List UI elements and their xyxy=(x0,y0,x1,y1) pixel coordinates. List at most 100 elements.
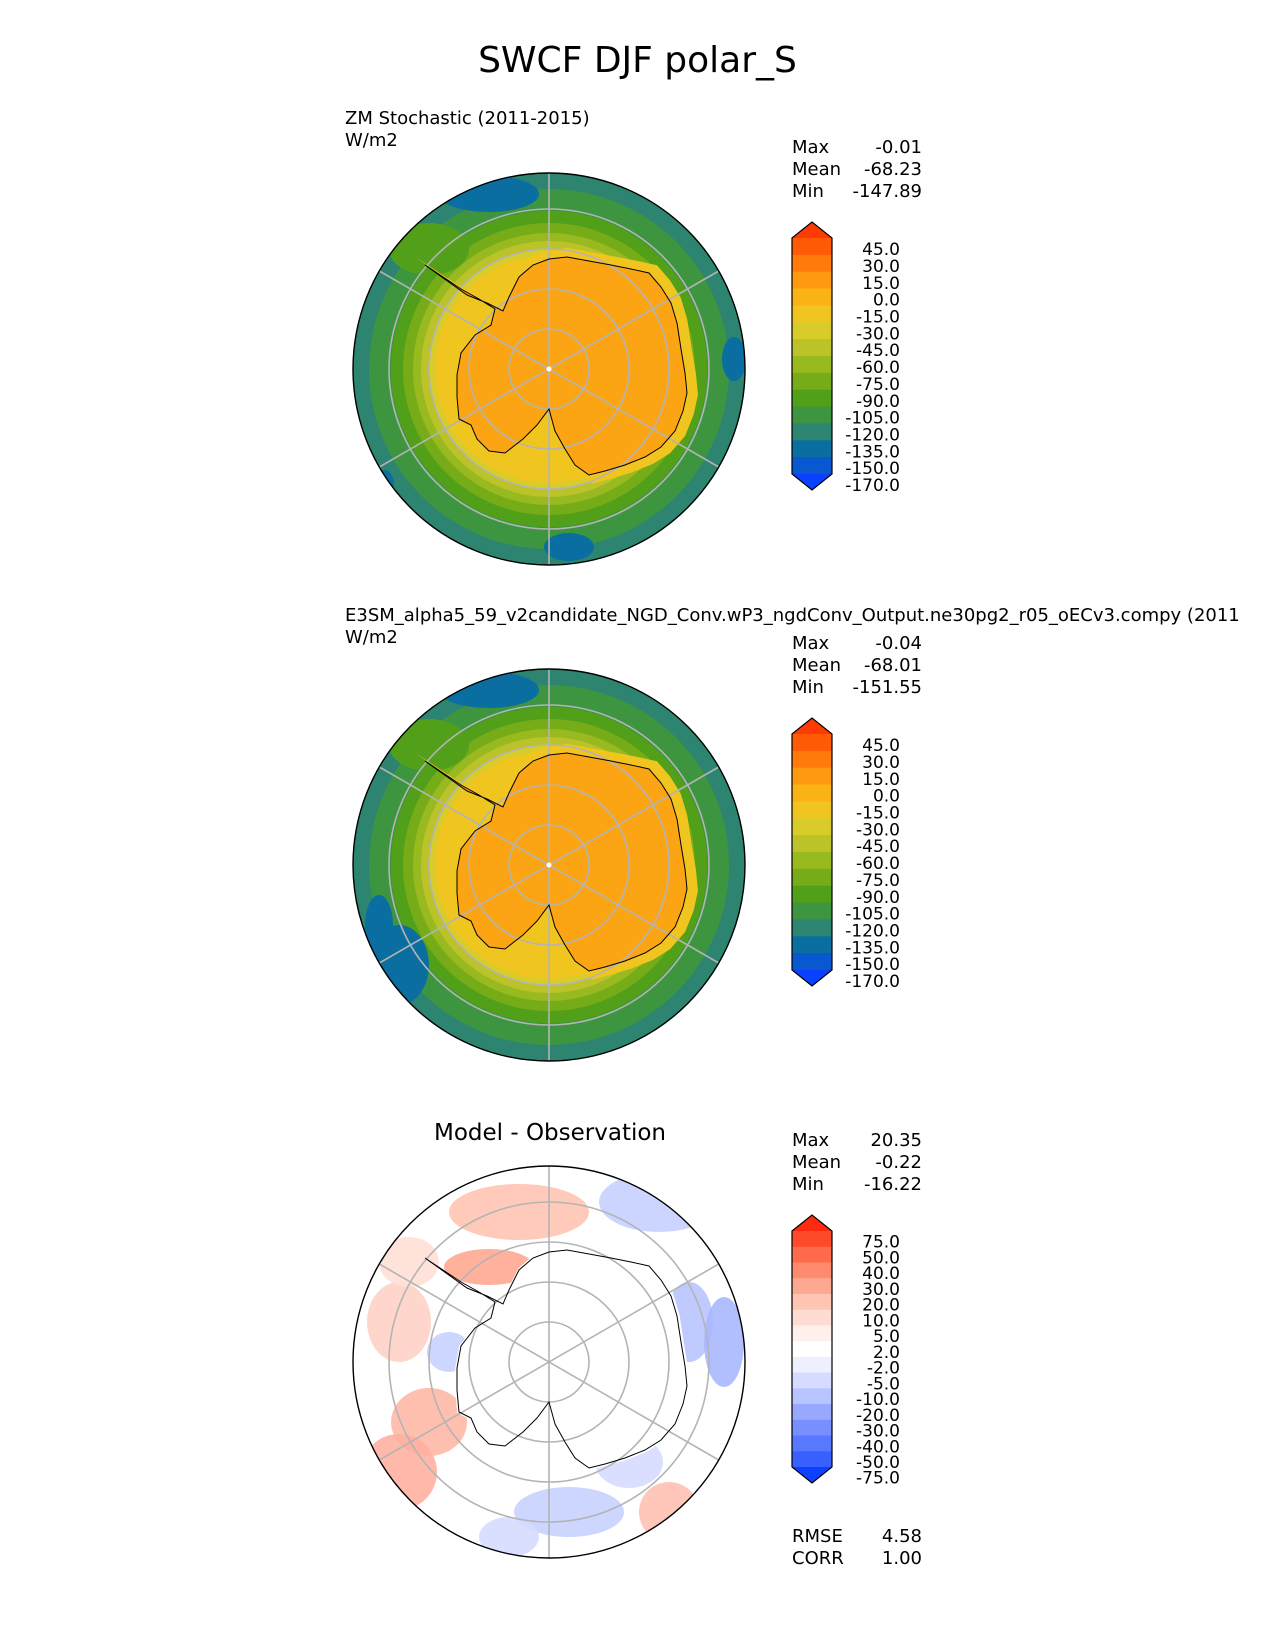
panel-diff-subtitle: Model - Observation xyxy=(433,1120,667,1146)
colorbar-tick-label: -30.0 xyxy=(856,1422,900,1442)
colorbar-segment xyxy=(792,1372,832,1389)
field-patch xyxy=(439,176,539,212)
colorbar-outline xyxy=(791,1214,833,1484)
min-label: Min xyxy=(792,677,824,698)
mean-label: Mean xyxy=(792,1152,842,1173)
colorbar-tick-label: -50.0 xyxy=(856,1453,900,1473)
coastline xyxy=(424,1249,688,1469)
colorbar-tick-label: -10.0 xyxy=(856,1390,900,1410)
anomaly-patch xyxy=(367,1282,431,1362)
mean-value: -0.22 xyxy=(875,1152,922,1173)
colorbar-outline xyxy=(791,717,833,987)
colorbar-tick-label: -15.0 xyxy=(856,308,900,328)
colorbar-segment xyxy=(792,750,832,769)
colorbar-segment xyxy=(792,1231,832,1248)
colorbar-segment xyxy=(792,1388,832,1405)
colorbar-segment xyxy=(792,440,832,458)
colorbar-segment xyxy=(792,288,832,306)
colorbar-tick-label: -75.0 xyxy=(856,375,900,395)
field-patch xyxy=(389,223,469,275)
colorbar-segment xyxy=(792,953,832,971)
max-label: Max xyxy=(792,137,830,158)
colorbar-segment xyxy=(792,389,832,408)
anomaly-patch xyxy=(639,1482,699,1542)
max-label: Max xyxy=(792,1130,830,1151)
anomaly-patch xyxy=(514,1487,624,1537)
min-label: Min xyxy=(792,1174,824,1195)
map-reference xyxy=(352,668,746,1062)
colorbar-segment xyxy=(792,936,832,954)
colorbar-reference: 45.030.015.00.0-15.0-30.0-45.0-60.0-75.0… xyxy=(791,717,900,992)
colorbar-tick-label: -150.0 xyxy=(845,955,900,975)
colorbar-segment xyxy=(792,423,832,441)
colorbar-segment xyxy=(792,767,832,786)
map-diff xyxy=(352,1165,746,1559)
colorbar-segment xyxy=(792,457,832,475)
anomaly-patch xyxy=(704,1297,744,1387)
colorbar-segment xyxy=(792,238,832,256)
panel-reference-header: E3SM_alpha5_59_v2candidate_NGD_Conv.wP3_… xyxy=(345,605,1240,649)
colorbar-tick-label: -45.0 xyxy=(856,341,900,361)
mean-label: Mean xyxy=(792,159,842,180)
panel-diff-stats: Max 20.35 Mean -0.22 Min -16.22 xyxy=(792,1130,922,1196)
colorbar-segment xyxy=(792,339,832,357)
colorbar-segment xyxy=(792,902,832,920)
colorbar-segment xyxy=(792,406,832,424)
colorbar-tick-label: -40.0 xyxy=(856,1437,900,1457)
colorbar-tick-label: -135.0 xyxy=(845,442,900,462)
colorbar-segment xyxy=(792,1404,832,1421)
max-label: Max xyxy=(792,633,830,654)
colorbar-tick-label: 0.0 xyxy=(873,291,900,311)
colorbar-tick-label: -105.0 xyxy=(845,409,900,429)
colorbar-tick-label: 20.0 xyxy=(862,1296,900,1316)
colorbar-tick-label: 5.0 xyxy=(873,1327,900,1347)
field-patch xyxy=(365,895,393,955)
colorbar-tick-label: 75.0 xyxy=(862,1233,900,1253)
corr-label: CORR xyxy=(792,1548,844,1569)
colorbar-tick-label: 10.0 xyxy=(862,1311,900,1331)
colorbar-tick-label: 40.0 xyxy=(862,1264,900,1284)
map-border xyxy=(352,172,746,566)
colorbar-tick-label: 45.0 xyxy=(862,736,900,756)
field-patch xyxy=(544,533,594,561)
colorbar-segment xyxy=(792,254,832,273)
colorbar-diff: 75.050.040.030.020.010.05.02.0-2.0-5.0-1… xyxy=(791,1214,900,1489)
colorbar-tick-label: -75.0 xyxy=(856,871,900,891)
colorbar-tick-label: -2.0 xyxy=(867,1359,900,1379)
colorbar-segment xyxy=(792,1419,832,1437)
colorbar-segment xyxy=(792,1341,832,1358)
colorbar-segment xyxy=(792,1325,832,1342)
colorbar-tick-label: -170.0 xyxy=(845,972,900,992)
field-patch xyxy=(389,719,469,771)
antarctica-fill xyxy=(425,753,687,971)
panel-reference-title: E3SM_alpha5_59_v2candidate_NGD_Conv.wP3_… xyxy=(345,605,1240,626)
colorbar-segment xyxy=(792,818,832,836)
colorbar-tick-label: -170.0 xyxy=(845,476,900,496)
colorbar-tick-label: 2.0 xyxy=(873,1343,900,1363)
anomaly-patch xyxy=(379,1237,439,1287)
colorbar-tick-label: 0.0 xyxy=(873,787,900,807)
field-patch xyxy=(439,672,539,708)
field-patch xyxy=(722,337,745,381)
max-value: 20.35 xyxy=(870,1130,922,1151)
colorbar-segment xyxy=(792,1246,832,1263)
colorbar-segment xyxy=(792,1309,832,1326)
colorbar-segment xyxy=(792,734,832,752)
panel-reference-units: W/m2 xyxy=(345,627,398,648)
colorbar-segment xyxy=(792,852,832,870)
colorbar-extend-bottom xyxy=(792,474,832,490)
colorbar-tick-label: 15.0 xyxy=(862,274,900,294)
anomaly-patch xyxy=(449,1184,589,1240)
colorbar-tick-label: 15.0 xyxy=(862,770,900,790)
colorbar-segment xyxy=(792,801,832,819)
panel-reference-stats: Max -0.04 Mean -68.01 Min -151.55 xyxy=(792,633,922,699)
colorbar-segment xyxy=(792,271,832,290)
mean-value: -68.23 xyxy=(863,159,922,180)
colorbar-segment xyxy=(792,919,832,937)
colorbar-segment xyxy=(792,868,832,887)
panel-test-stats: Max -0.01 Mean -68.23 Min -147.89 xyxy=(792,137,922,203)
panel-diff-metrics: RMSE 4.58 CORR 1.00 xyxy=(792,1526,922,1570)
colorbar-tick-label: -135.0 xyxy=(845,938,900,958)
colorbar-segment xyxy=(792,305,832,323)
colorbar-outline xyxy=(791,221,833,491)
